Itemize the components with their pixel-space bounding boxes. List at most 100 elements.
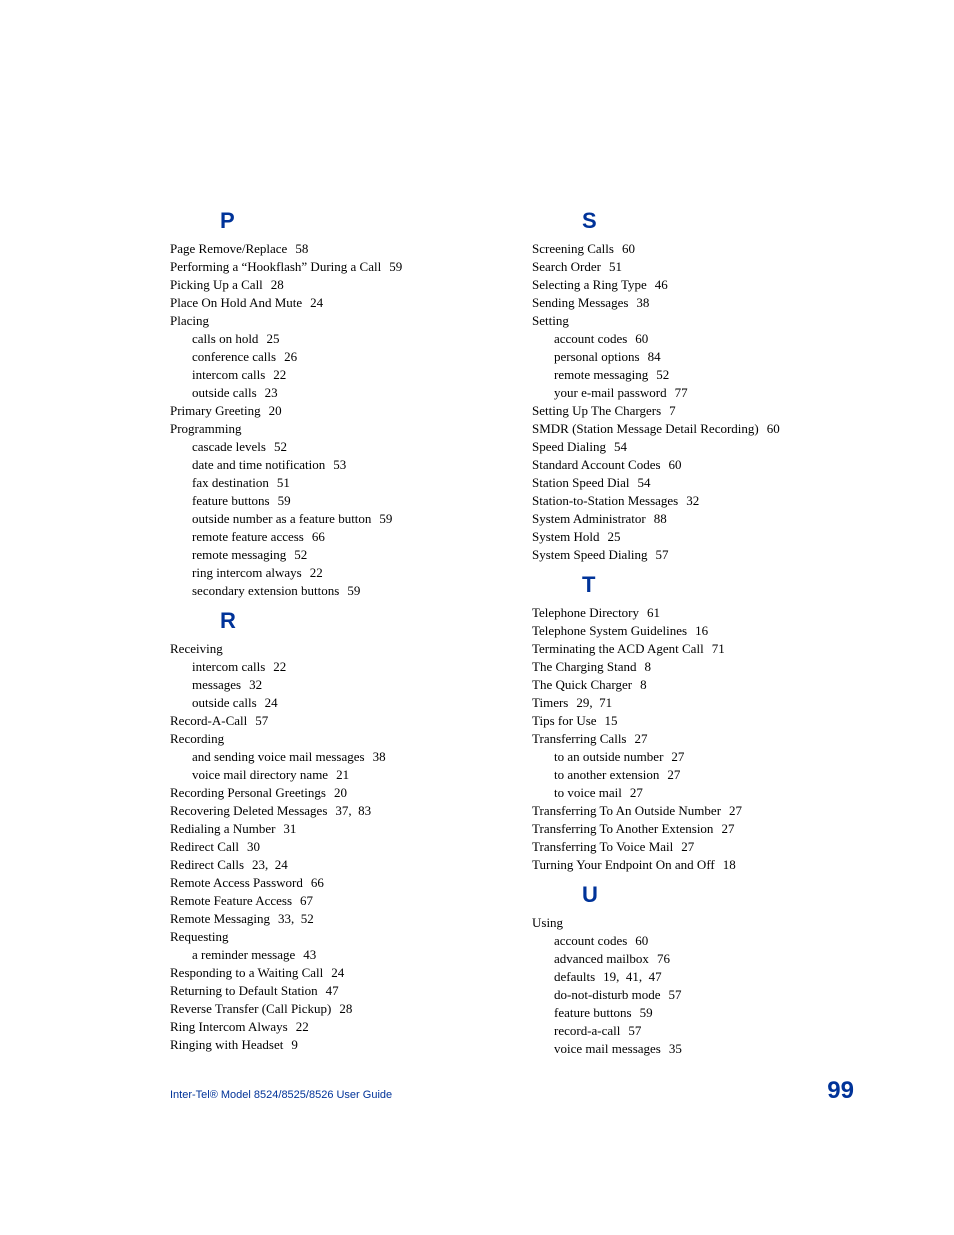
index-section-letter: U <box>582 882 854 908</box>
index-entry-pages: 8 <box>640 677 647 692</box>
index-entry: Setting Up The Chargers7 <box>532 402 854 420</box>
index-entry-label: Placing <box>170 313 209 328</box>
index-entry-pages: 54 <box>614 439 627 454</box>
index-entry-label: Speed Dialing <box>532 439 606 454</box>
index-entry-label: remote messaging <box>554 367 648 382</box>
index-entry-label: Standard Account Codes <box>532 457 661 472</box>
index-subentry: ring intercom always22 <box>170 564 492 582</box>
index-entry-pages: 29, 71 <box>576 695 612 710</box>
index-entry-label: intercom calls <box>192 659 265 674</box>
index-entry: Requesting <box>170 928 492 946</box>
index-entry: Transferring To Voice Mail27 <box>532 838 854 856</box>
index-entry-label: secondary extension buttons <box>192 583 339 598</box>
index-entry: Search Order51 <box>532 258 854 276</box>
index-entry-pages: 23 <box>265 385 278 400</box>
index-entry-pages: 30 <box>247 839 260 854</box>
index-entry: Recovering Deleted Messages37, 83 <box>170 802 492 820</box>
index-entry-label: System Speed Dialing <box>532 547 648 562</box>
index-entry-label: Timers <box>532 695 568 710</box>
index-entry-label: Page Remove/Replace <box>170 241 287 256</box>
index-entry-pages: 38 <box>636 295 649 310</box>
index-entry-label: feature buttons <box>554 1005 632 1020</box>
index-subentry: remote feature access66 <box>170 528 492 546</box>
index-entry: Returning to Default Station47 <box>170 982 492 1000</box>
index-entry-pages: 60 <box>635 331 648 346</box>
index-entry-label: Ringing with Headset <box>170 1037 283 1052</box>
index-entry-pages: 25 <box>266 331 279 346</box>
index-entry-label: Receiving <box>170 641 223 656</box>
index-entry: Picking Up a Call 28 <box>170 276 492 294</box>
index-entry-pages: 84 <box>648 349 661 364</box>
index-entry: Telephone Directory61 <box>532 604 854 622</box>
index-entry-label: Station-to-Station Messages <box>532 493 678 508</box>
index-entry-pages: 24 <box>331 965 344 980</box>
index-entry-label: advanced mailbox <box>554 951 649 966</box>
index-entry-label: voice mail messages <box>554 1041 661 1056</box>
index-entry-label: account codes <box>554 933 627 948</box>
index-entry-label: SMDR (Station Message Detail Recording) <box>532 421 759 436</box>
index-subentry: to another extension27 <box>532 766 854 784</box>
footer-guide-title: Inter-Tel® Model 8524/8525/8526 User Gui… <box>170 1089 392 1101</box>
index-entry-pages: 27 <box>635 731 648 746</box>
index-entry-label: your e-mail password <box>554 385 667 400</box>
index-subentry: outside number as a feature button59 <box>170 510 492 528</box>
index-entry-pages: 31 <box>283 821 296 836</box>
index-entry-pages: 28 <box>271 277 284 292</box>
index-entry-label: Station Speed Dial <box>532 475 630 490</box>
index-subentry: and sending voice mail messages38 <box>170 748 492 766</box>
index-entry-label: outside calls <box>192 695 257 710</box>
index-entry-label: Using <box>532 915 563 930</box>
footer-page-number: 99 <box>827 1077 854 1105</box>
index-subentry: defaults19, 41, 47 <box>532 968 854 986</box>
index-subentry: voice mail directory name21 <box>170 766 492 784</box>
index-entry: Ring Intercom Always22 <box>170 1018 492 1036</box>
index-entry-label: Transferring To Another Extension <box>532 821 713 836</box>
index-subentry: to voice mail27 <box>532 784 854 802</box>
index-entry-label: Responding to a Waiting Call <box>170 965 323 980</box>
index-entry-label: conference calls <box>192 349 276 364</box>
index-entry-pages: 52 <box>294 547 307 562</box>
index-entry-pages: 9 <box>291 1037 298 1052</box>
index-entry-pages: 60 <box>669 457 682 472</box>
index-entry-label: Redirect Calls <box>170 857 244 872</box>
index-entry-label: Programming <box>170 421 242 436</box>
index-subentry: feature buttons59 <box>532 1004 854 1022</box>
index-entry-label: Performing a “Hookflash” During a Call <box>170 259 381 274</box>
index-entry-pages: 16 <box>695 623 708 638</box>
index-entry-pages: 54 <box>638 475 651 490</box>
index-entry-label: Redialing a Number <box>170 821 275 836</box>
index-entry-pages: 28 <box>339 1001 352 1016</box>
index-entry-pages: 22 <box>273 367 286 382</box>
index-entry-label: record-a-call <box>554 1023 620 1038</box>
index-entry-label: a reminder message <box>192 947 295 962</box>
index-entry: Programming <box>170 420 492 438</box>
index-subentry: intercom calls22 <box>170 658 492 676</box>
index-entry-label: System Hold <box>532 529 600 544</box>
index-columns: PPage Remove/Replace58Performing a “Hook… <box>170 200 854 1058</box>
index-entry: Selecting a Ring Type46 <box>532 276 854 294</box>
index-entry: Transferring To An Outside Number27 <box>532 802 854 820</box>
index-entry-pages: 57 <box>628 1023 641 1038</box>
index-entry-label: Recovering Deleted Messages <box>170 803 327 818</box>
index-entry: Place On Hold And Mute24 <box>170 294 492 312</box>
index-entry-label: Picking Up a Call <box>170 277 263 292</box>
index-subentry: outside calls 24 <box>170 694 492 712</box>
index-entry-pages: 59 <box>278 493 291 508</box>
index-entry-label: Turning Your Endpoint On and Off <box>532 857 715 872</box>
index-entry-label: Search Order <box>532 259 601 274</box>
index-entry-pages: 25 <box>608 529 621 544</box>
index-subentry: fax destination51 <box>170 474 492 492</box>
index-entry-pages: 32 <box>686 493 699 508</box>
index-entry-label: to an outside number <box>554 749 663 764</box>
index-entry-pages: 7 <box>669 403 676 418</box>
index-entry: Responding to a Waiting Call 24 <box>170 964 492 982</box>
index-entry-pages: 47 <box>326 983 339 998</box>
index-entry-pages: 24 <box>265 695 278 710</box>
index-entry-pages: 67 <box>300 893 313 908</box>
index-entry-pages: 88 <box>654 511 667 526</box>
index-entry-pages: 51 <box>277 475 290 490</box>
index-entry: Receiving <box>170 640 492 658</box>
index-section-letter: S <box>582 208 854 234</box>
index-subentry: voice mail messages35 <box>532 1040 854 1058</box>
index-entry-pages: 20 <box>334 785 347 800</box>
